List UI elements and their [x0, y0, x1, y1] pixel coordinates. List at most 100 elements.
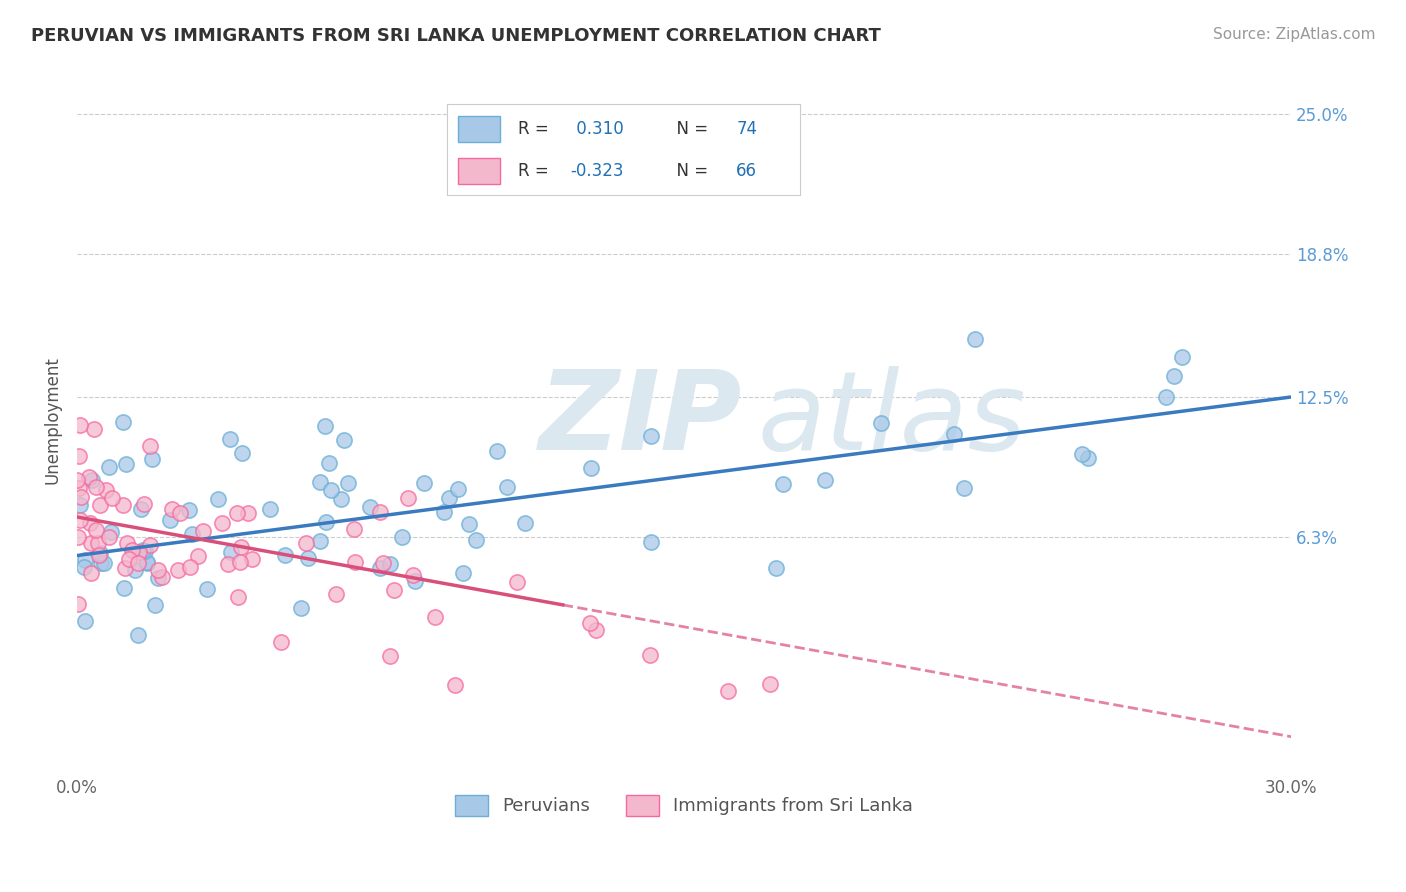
Point — [402, 568, 425, 582]
Point — [579, 616, 602, 631]
Point — [79, 516, 101, 530]
Point — [207, 492, 229, 507]
Point — [66, 530, 89, 544]
Point — [274, 548, 297, 562]
Point — [231, 445, 253, 459]
Point — [314, 418, 336, 433]
Point — [118, 552, 141, 566]
Point — [370, 561, 392, 575]
Point — [67, 449, 90, 463]
Point — [93, 556, 115, 570]
Point — [115, 536, 138, 550]
Point — [1077, 451, 1099, 466]
Point — [141, 452, 163, 467]
Point — [953, 481, 976, 495]
Point — [382, 582, 405, 597]
Point — [217, 557, 239, 571]
Point — [181, 527, 204, 541]
Point — [69, 513, 91, 527]
Text: atlas: atlas — [756, 366, 1026, 473]
Point — [97, 459, 120, 474]
Point — [717, 684, 740, 698]
Point — [336, 476, 359, 491]
Point — [219, 432, 242, 446]
Point — [240, 552, 263, 566]
Point — [129, 501, 152, 516]
Point — [638, 648, 661, 662]
Point — [640, 534, 662, 549]
Point — [136, 555, 159, 569]
Point — [640, 429, 662, 443]
Point — [965, 332, 987, 346]
Point — [211, 516, 233, 530]
Point — [344, 555, 367, 569]
Point — [226, 506, 249, 520]
Point — [219, 545, 242, 559]
Point — [942, 426, 965, 441]
Point — [373, 556, 395, 570]
Point — [236, 506, 259, 520]
Point — [333, 433, 356, 447]
Point — [404, 574, 426, 589]
Point — [70, 490, 93, 504]
Point — [114, 561, 136, 575]
Point — [132, 543, 155, 558]
Point — [579, 461, 602, 475]
Point — [295, 535, 318, 549]
Point — [100, 525, 122, 540]
Point — [160, 501, 183, 516]
Point — [146, 571, 169, 585]
Point — [513, 516, 536, 530]
Point — [83, 422, 105, 436]
Point — [1171, 350, 1194, 364]
Point — [169, 506, 191, 520]
Point — [309, 475, 332, 490]
Point — [127, 628, 149, 642]
Point — [1154, 390, 1177, 404]
Point — [758, 676, 780, 690]
Point — [869, 416, 891, 430]
Point — [112, 581, 135, 595]
Point — [114, 457, 136, 471]
Point — [80, 566, 103, 581]
Point — [447, 482, 470, 496]
Point — [112, 415, 135, 429]
Point — [315, 515, 337, 529]
Point — [90, 556, 112, 570]
Y-axis label: Unemployment: Unemployment — [44, 356, 60, 483]
Point — [121, 543, 143, 558]
Point — [464, 533, 486, 548]
Point — [84, 523, 107, 537]
Point — [100, 491, 122, 505]
Point — [89, 546, 111, 560]
Legend: Peruvians, Immigrants from Sri Lanka: Peruvians, Immigrants from Sri Lanka — [446, 786, 922, 825]
Point — [177, 503, 200, 517]
Point — [166, 563, 188, 577]
Point — [134, 544, 156, 558]
Point — [84, 480, 107, 494]
Point — [77, 470, 100, 484]
Point — [814, 473, 837, 487]
Point — [297, 550, 319, 565]
Point — [69, 498, 91, 512]
Point — [343, 523, 366, 537]
Point — [433, 505, 456, 519]
Point — [73, 615, 96, 629]
Point — [191, 524, 214, 539]
Point — [506, 575, 529, 590]
Point — [139, 439, 162, 453]
Point — [148, 563, 170, 577]
Point — [132, 497, 155, 511]
Point — [80, 473, 103, 487]
Point — [308, 533, 330, 548]
Point — [111, 498, 134, 512]
Point — [67, 481, 90, 495]
Point — [226, 590, 249, 604]
Point — [1071, 447, 1094, 461]
Point — [378, 557, 401, 571]
Point — [1163, 369, 1185, 384]
Point — [458, 516, 481, 531]
Point — [138, 538, 160, 552]
Point — [451, 566, 474, 580]
Point — [772, 476, 794, 491]
